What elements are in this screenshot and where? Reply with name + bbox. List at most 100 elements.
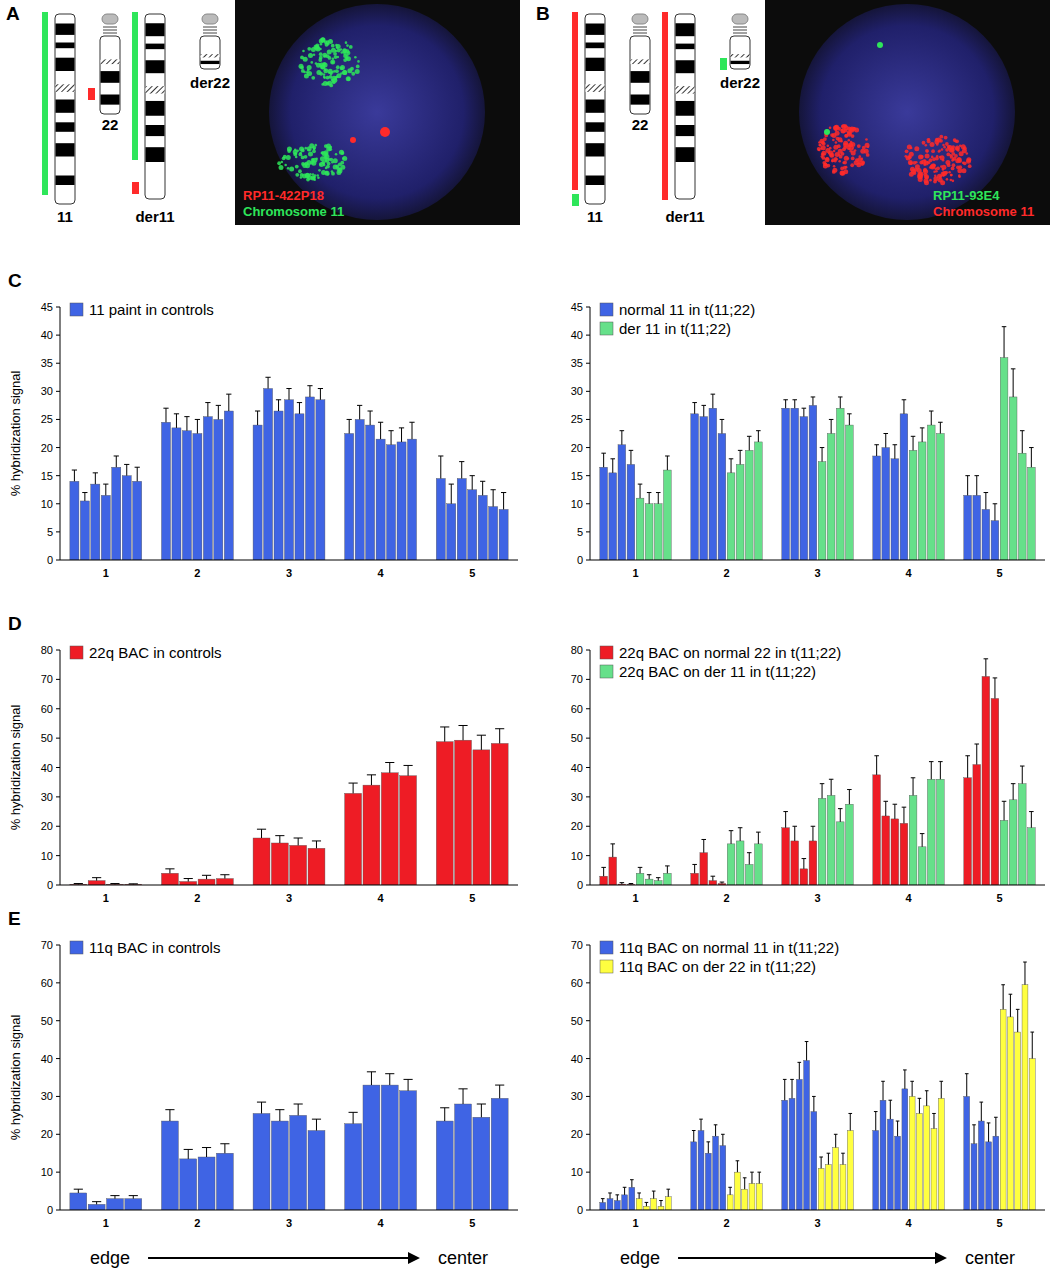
- fish-signal: [835, 131, 840, 136]
- fish-signal: [323, 150, 328, 155]
- error-bar: [965, 476, 970, 496]
- bar: [101, 495, 110, 560]
- y-tick-label: 20: [41, 1128, 53, 1140]
- fish-signal: [905, 149, 909, 153]
- error-bar: [184, 879, 193, 882]
- error-bar: [692, 403, 697, 414]
- error-bar: [629, 450, 634, 464]
- y-tick-label: 60: [41, 977, 53, 989]
- band: [101, 95, 120, 105]
- fish-signal: [308, 53, 313, 58]
- x-axis: [60, 885, 518, 886]
- bar: [791, 408, 799, 560]
- y-tick: [56, 982, 60, 983]
- error-bar: [647, 875, 652, 879]
- bar: [664, 470, 672, 560]
- fish-signal: [929, 179, 932, 182]
- error-bar: [601, 867, 606, 876]
- bar: [900, 414, 908, 560]
- bar: [308, 848, 325, 885]
- chromosome: [145, 14, 165, 199]
- error-bar: [692, 1131, 696, 1142]
- x-tick-label: 1: [103, 567, 109, 579]
- error-bar: [92, 1202, 101, 1205]
- error-bar: [110, 1196, 119, 1199]
- error-bar: [827, 1153, 831, 1164]
- error-bar: [918, 1098, 922, 1113]
- error-bar: [92, 878, 101, 881]
- error-bar: [666, 1189, 670, 1197]
- fish-signal: [939, 156, 942, 159]
- bar: [937, 434, 945, 561]
- y-tick-label: 60: [571, 977, 583, 989]
- error-bar: [979, 1102, 983, 1121]
- fish-signal: [355, 69, 360, 74]
- error-bar: [847, 790, 852, 805]
- bar: [937, 779, 945, 885]
- stalk: [203, 27, 217, 28]
- error-bar: [458, 1089, 467, 1104]
- fish-signal: [942, 174, 945, 177]
- fish-signal: [333, 52, 337, 56]
- error-bar: [729, 831, 734, 844]
- fish-signal: [830, 154, 834, 158]
- error-bar: [294, 838, 303, 845]
- error-bar: [747, 436, 752, 450]
- bar: [609, 857, 617, 885]
- y-tick-label: 70: [41, 939, 53, 951]
- fish-signal: [946, 178, 949, 181]
- error-bar: [491, 490, 496, 507]
- centromere: [631, 59, 650, 64]
- bar: [727, 1195, 733, 1210]
- band: [586, 24, 605, 35]
- fish-signal: [299, 64, 304, 69]
- error-bar: [367, 1072, 376, 1085]
- error-bar: [93, 473, 98, 484]
- fish-signal: [925, 149, 929, 153]
- y-tick: [56, 363, 60, 364]
- x-tick-label: 5: [996, 1217, 1002, 1229]
- bar: [122, 476, 131, 560]
- error-bar: [883, 434, 888, 448]
- error-bar: [620, 431, 625, 445]
- error-bar: [911, 778, 916, 796]
- bar: [91, 484, 100, 560]
- bar: [811, 1112, 817, 1210]
- error-bar: [701, 405, 706, 416]
- error-bar: [783, 1079, 787, 1100]
- error-bar: [665, 456, 670, 470]
- bar: [607, 1199, 613, 1210]
- error-bar: [226, 394, 231, 411]
- error-bar: [893, 445, 898, 459]
- bar: [971, 1144, 977, 1210]
- error-bar: [184, 417, 189, 431]
- fish-signal: [934, 175, 937, 178]
- error-bar: [829, 419, 834, 433]
- bar: [909, 795, 917, 885]
- y-tick-label: 10: [571, 498, 583, 510]
- error-bar: [938, 422, 943, 433]
- error-bar: [638, 484, 643, 498]
- bac-bar: [132, 182, 139, 194]
- error-bar: [656, 493, 661, 504]
- fish-signal: [311, 47, 316, 52]
- bar: [964, 778, 972, 885]
- y-tick-label: 0: [577, 554, 583, 566]
- fish-signal: [320, 37, 325, 42]
- y-tick-label: 30: [571, 791, 583, 803]
- error-bar: [74, 1189, 83, 1193]
- bar: [397, 442, 406, 560]
- y-tick-label: 50: [41, 1015, 53, 1027]
- fish-signal: [331, 79, 334, 82]
- bar: [836, 822, 844, 885]
- y-tick: [56, 796, 60, 797]
- error-bar: [714, 1125, 718, 1136]
- y-tick: [56, 1058, 60, 1059]
- probe-label: RP11-93E4: [933, 188, 1000, 203]
- centromere: [731, 54, 750, 57]
- bar: [651, 1199, 657, 1210]
- fish-signal: [827, 145, 830, 148]
- fish-signal: [305, 173, 310, 178]
- y-tick: [586, 1058, 590, 1059]
- y-tick-label: 70: [41, 673, 53, 685]
